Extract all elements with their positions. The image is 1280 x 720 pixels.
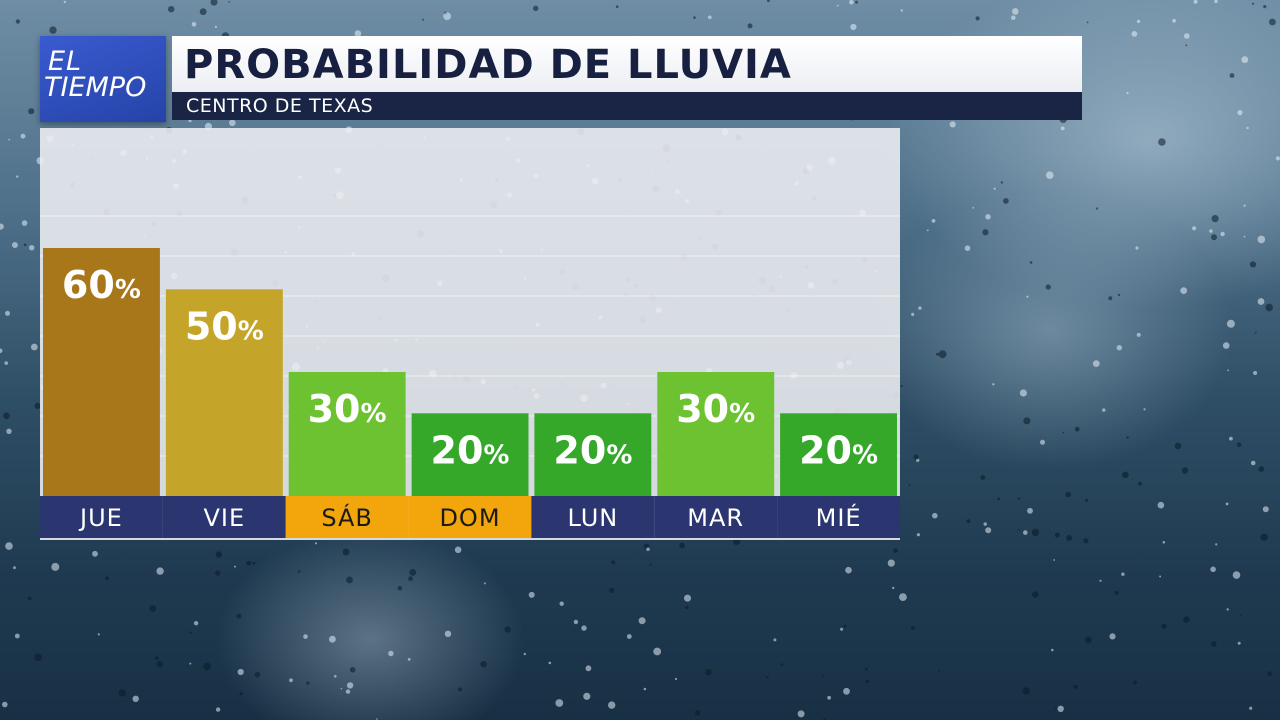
bar-dom xyxy=(411,413,529,496)
day-label-background xyxy=(40,496,163,538)
title-bar: PROBABILIDAD DE LLUVIA xyxy=(172,36,1082,92)
el-tiempo-logo: EL TIEMPO xyxy=(40,36,166,122)
bar-value-label: 60% xyxy=(62,263,141,307)
subtitle-bar: CENTRO DE TEXAS xyxy=(172,92,1082,120)
logo-line-1: EL xyxy=(48,46,83,77)
bar-lun xyxy=(534,413,652,496)
bar-value-label: 20% xyxy=(553,428,632,472)
day-label-vie: VIE xyxy=(203,504,245,532)
bar-vie xyxy=(165,289,283,496)
day-label-mié: MIÉ xyxy=(816,503,862,532)
chart-subtitle: CENTRO DE TEXAS xyxy=(186,95,374,117)
bar-jue xyxy=(43,248,160,496)
day-label-mar: MAR xyxy=(687,504,744,532)
bar-value-label: 30% xyxy=(308,387,387,431)
day-label-background xyxy=(654,496,778,538)
bar-mar xyxy=(657,372,775,496)
bar-value-label: 50% xyxy=(185,304,264,348)
day-label-background xyxy=(285,496,409,538)
day-label-background xyxy=(531,496,655,538)
day-label-jue: JUE xyxy=(78,504,123,532)
rain-probability-chart: 60% JUE 50% VIE 30% SÁB 20% DOM 20% LUN 30% MAR 20% M… xyxy=(40,215,900,538)
day-label-background xyxy=(162,496,286,538)
chart-title: PROBABILIDAD DE LLUVIA xyxy=(184,42,792,88)
day-label-lun: LUN xyxy=(568,504,619,532)
bar-mié xyxy=(780,413,897,496)
day-label-background xyxy=(408,496,532,538)
day-label-background xyxy=(777,496,900,538)
day-label-dom: DOM xyxy=(439,504,500,532)
bar-value-label: 20% xyxy=(799,428,878,472)
bar-value-label: 20% xyxy=(431,428,510,472)
bar-sáb xyxy=(288,372,406,496)
bar-value-label: 30% xyxy=(676,387,755,431)
day-label-sáb: SÁB xyxy=(321,503,373,532)
logo-line-2: TIEMPO xyxy=(44,72,147,103)
